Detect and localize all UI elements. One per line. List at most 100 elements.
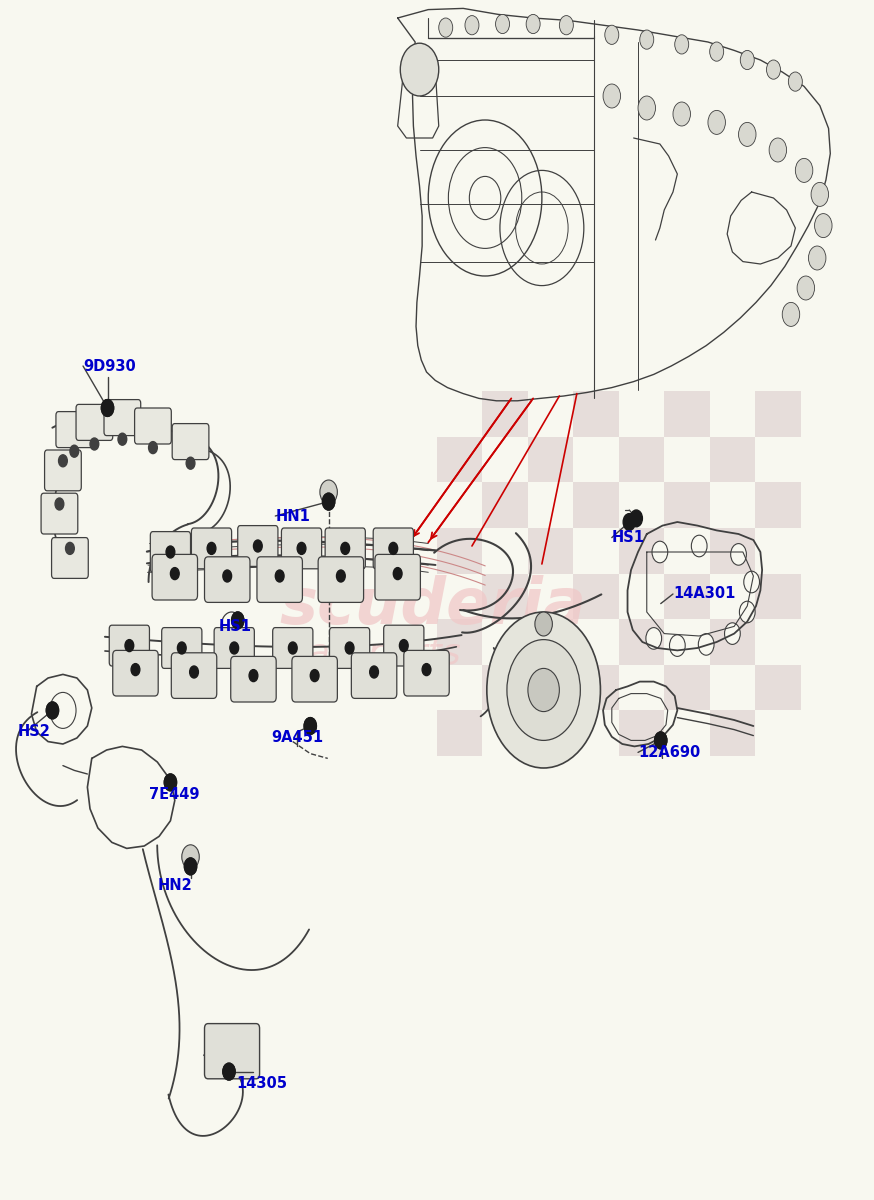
Circle shape bbox=[399, 640, 408, 652]
Circle shape bbox=[708, 110, 725, 134]
FancyBboxPatch shape bbox=[109, 625, 149, 666]
Circle shape bbox=[675, 35, 689, 54]
FancyBboxPatch shape bbox=[329, 628, 370, 668]
Bar bbox=[437, 482, 482, 528]
FancyBboxPatch shape bbox=[238, 526, 278, 566]
Bar bbox=[573, 482, 619, 528]
Circle shape bbox=[487, 612, 600, 768]
Bar bbox=[664, 574, 710, 619]
Circle shape bbox=[184, 858, 197, 875]
FancyBboxPatch shape bbox=[281, 528, 322, 569]
Circle shape bbox=[46, 702, 59, 719]
Bar bbox=[573, 710, 619, 756]
Circle shape bbox=[811, 182, 829, 206]
Text: 9A451: 9A451 bbox=[271, 731, 323, 745]
Bar bbox=[755, 528, 801, 574]
FancyBboxPatch shape bbox=[113, 650, 158, 696]
FancyBboxPatch shape bbox=[205, 1024, 260, 1079]
Bar bbox=[664, 391, 710, 437]
Circle shape bbox=[207, 542, 216, 554]
Bar bbox=[573, 665, 619, 710]
Bar bbox=[619, 528, 664, 574]
Bar bbox=[619, 619, 664, 665]
FancyBboxPatch shape bbox=[162, 628, 202, 668]
Bar bbox=[710, 482, 755, 528]
Bar bbox=[710, 391, 755, 437]
Circle shape bbox=[304, 718, 316, 734]
FancyBboxPatch shape bbox=[56, 412, 93, 448]
Bar bbox=[528, 391, 573, 437]
FancyBboxPatch shape bbox=[205, 557, 250, 602]
FancyBboxPatch shape bbox=[76, 404, 113, 440]
FancyBboxPatch shape bbox=[150, 532, 191, 572]
Circle shape bbox=[603, 84, 621, 108]
Circle shape bbox=[164, 774, 177, 791]
Circle shape bbox=[744, 571, 760, 593]
Text: HS1: HS1 bbox=[612, 530, 645, 545]
Bar bbox=[755, 391, 801, 437]
Circle shape bbox=[70, 445, 79, 457]
Circle shape bbox=[341, 542, 350, 554]
Circle shape bbox=[400, 43, 439, 96]
FancyBboxPatch shape bbox=[273, 628, 313, 668]
Circle shape bbox=[559, 16, 573, 35]
Text: car  parts: car parts bbox=[288, 637, 461, 671]
Circle shape bbox=[630, 510, 642, 527]
FancyBboxPatch shape bbox=[171, 653, 217, 698]
Bar bbox=[710, 574, 755, 619]
Bar bbox=[482, 437, 528, 482]
Bar bbox=[482, 482, 528, 528]
Circle shape bbox=[605, 25, 619, 44]
Circle shape bbox=[623, 514, 635, 530]
Circle shape bbox=[640, 30, 654, 49]
Circle shape bbox=[190, 666, 198, 678]
Text: HN2: HN2 bbox=[157, 878, 192, 893]
Circle shape bbox=[177, 642, 186, 654]
Bar bbox=[619, 665, 664, 710]
Bar bbox=[664, 710, 710, 756]
Circle shape bbox=[808, 246, 826, 270]
Circle shape bbox=[769, 138, 787, 162]
Bar bbox=[755, 665, 801, 710]
Circle shape bbox=[170, 568, 179, 580]
Circle shape bbox=[90, 438, 99, 450]
Circle shape bbox=[232, 612, 244, 629]
Circle shape bbox=[710, 42, 724, 61]
Bar bbox=[528, 574, 573, 619]
Circle shape bbox=[101, 400, 114, 416]
Circle shape bbox=[507, 640, 580, 740]
Circle shape bbox=[304, 718, 316, 734]
Bar bbox=[573, 391, 619, 437]
Bar bbox=[528, 482, 573, 528]
FancyBboxPatch shape bbox=[41, 493, 78, 534]
Circle shape bbox=[320, 480, 337, 504]
Circle shape bbox=[249, 670, 258, 682]
Circle shape bbox=[46, 702, 59, 719]
Bar bbox=[573, 574, 619, 619]
Circle shape bbox=[186, 457, 195, 469]
Circle shape bbox=[55, 498, 64, 510]
Bar bbox=[437, 437, 482, 482]
Bar bbox=[619, 391, 664, 437]
Bar bbox=[664, 437, 710, 482]
Circle shape bbox=[739, 601, 755, 623]
Circle shape bbox=[465, 16, 479, 35]
Text: scuderia: scuderia bbox=[280, 575, 586, 637]
Text: 7E449: 7E449 bbox=[149, 787, 199, 802]
Circle shape bbox=[673, 102, 690, 126]
Bar bbox=[528, 710, 573, 756]
FancyBboxPatch shape bbox=[373, 528, 413, 569]
Circle shape bbox=[101, 400, 114, 416]
Circle shape bbox=[166, 546, 175, 558]
Circle shape bbox=[782, 302, 800, 326]
FancyBboxPatch shape bbox=[384, 625, 424, 666]
FancyBboxPatch shape bbox=[351, 653, 397, 698]
Bar bbox=[710, 528, 755, 574]
Circle shape bbox=[725, 623, 740, 644]
Circle shape bbox=[439, 18, 453, 37]
Circle shape bbox=[230, 642, 239, 654]
Bar bbox=[437, 391, 482, 437]
Circle shape bbox=[422, 664, 431, 676]
Bar bbox=[664, 528, 710, 574]
Bar bbox=[573, 619, 619, 665]
